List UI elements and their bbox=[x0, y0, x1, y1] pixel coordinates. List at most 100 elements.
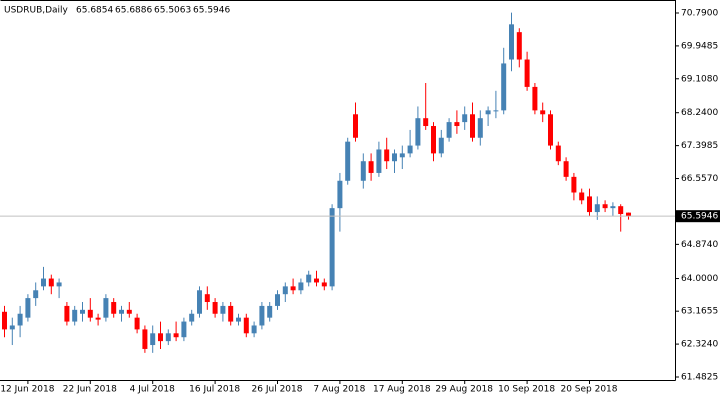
candle-body bbox=[56, 282, 62, 287]
candle-body bbox=[165, 333, 171, 342]
candle-body bbox=[251, 325, 257, 334]
candle-body bbox=[41, 278, 46, 287]
candle-body bbox=[80, 309, 85, 314]
candle-body bbox=[524, 59, 530, 87]
y-tick-label: 66.5570 bbox=[681, 174, 718, 184]
candle-body bbox=[563, 161, 569, 177]
candle-body bbox=[119, 309, 124, 314]
x-tick-label: 20 Sep 2018 bbox=[560, 385, 617, 395]
candle-body bbox=[602, 204, 608, 209]
candle-body bbox=[438, 137, 444, 154]
candle-body bbox=[48, 278, 54, 287]
candle-body bbox=[220, 305, 226, 314]
candle-body bbox=[189, 313, 195, 322]
x-tick-label: 4 Jul 2018 bbox=[130, 385, 175, 395]
candle-body bbox=[212, 302, 218, 314]
candle-body bbox=[111, 302, 117, 314]
candle-body bbox=[181, 321, 187, 338]
y-tick-label: 61.4825 bbox=[681, 373, 718, 383]
candle-body bbox=[197, 290, 202, 314]
y-tick-label: 67.3985 bbox=[681, 141, 718, 151]
candle-body bbox=[368, 161, 374, 173]
x-tick-label: 16 Jul 2018 bbox=[189, 385, 240, 395]
candle-body bbox=[337, 180, 343, 209]
candle-body bbox=[587, 196, 592, 213]
candle-body bbox=[236, 317, 241, 322]
candle-body bbox=[399, 153, 405, 158]
candle-body bbox=[126, 309, 132, 314]
candle-body bbox=[204, 294, 210, 303]
candle-body bbox=[228, 305, 234, 322]
chart-title: USDRUB,Daily bbox=[4, 6, 69, 16]
candle-body bbox=[306, 274, 312, 283]
price-tag bbox=[676, 210, 720, 223]
candle-body bbox=[25, 298, 31, 318]
candle-body bbox=[376, 149, 382, 173]
candle-body bbox=[477, 118, 483, 138]
candle-body bbox=[571, 176, 577, 193]
candle-body bbox=[462, 114, 468, 123]
candle-body bbox=[446, 122, 452, 138]
candle-body bbox=[493, 110, 499, 112]
candle-body bbox=[555, 145, 561, 162]
x-tick-label: 10 Sep 2018 bbox=[498, 385, 555, 395]
x-tick-label: 7 Aug 2018 bbox=[313, 385, 365, 395]
candle-body bbox=[345, 141, 351, 181]
y-tick-label: 70.7900 bbox=[681, 8, 718, 18]
candle-body bbox=[618, 206, 624, 215]
candle-body bbox=[509, 24, 514, 60]
candle-body bbox=[290, 286, 296, 291]
candle-body bbox=[579, 192, 585, 201]
candle-body bbox=[314, 278, 319, 283]
candle-body bbox=[353, 114, 358, 138]
candle-body bbox=[532, 86, 538, 111]
candle-body bbox=[158, 333, 163, 342]
candle-body bbox=[87, 309, 93, 318]
x-tick-label: 26 Jul 2018 bbox=[252, 385, 303, 395]
candle-body bbox=[134, 317, 140, 330]
candle-body bbox=[150, 333, 156, 346]
candle-body bbox=[321, 282, 327, 287]
candle-body bbox=[392, 153, 397, 162]
candle-body bbox=[470, 114, 475, 138]
y-tick-label: 63.1655 bbox=[681, 307, 718, 317]
x-tick-label: 22 Jun 2018 bbox=[63, 385, 117, 395]
y-tick-label: 69.1080 bbox=[681, 74, 718, 84]
candle-body bbox=[540, 110, 546, 115]
price-label: 65.5946 bbox=[681, 212, 718, 222]
candle-body bbox=[282, 286, 288, 295]
header-high: 65.6886 bbox=[115, 6, 152, 16]
candle-body bbox=[485, 110, 491, 115]
candle-body bbox=[9, 325, 15, 330]
header-low: 65.5063 bbox=[154, 6, 191, 16]
candle-body bbox=[384, 149, 390, 162]
candle-body bbox=[626, 212, 631, 217]
header-close: 65.5946 bbox=[193, 6, 230, 16]
candle-body bbox=[298, 282, 304, 291]
header-open: 65.6854 bbox=[76, 6, 113, 16]
candle-body bbox=[407, 145, 413, 154]
candle-body bbox=[415, 118, 421, 146]
x-tick-label: 29 Aug 2018 bbox=[435, 385, 493, 395]
candle-body bbox=[501, 63, 507, 111]
candle-body bbox=[2, 311, 7, 330]
candle-body bbox=[33, 290, 39, 299]
candle-body bbox=[431, 126, 436, 154]
candle-body bbox=[360, 161, 366, 181]
candle-body bbox=[95, 317, 101, 320]
candle-body bbox=[329, 208, 335, 287]
candle-body bbox=[173, 333, 179, 338]
y-tick-label: 62.3240 bbox=[681, 340, 718, 350]
candle-body bbox=[610, 206, 616, 209]
candle-body bbox=[103, 298, 109, 318]
candle-body bbox=[516, 32, 522, 60]
plot bbox=[2, 12, 631, 353]
candle-body bbox=[72, 309, 78, 322]
candle-body bbox=[259, 305, 265, 326]
candle-body bbox=[17, 313, 23, 326]
y-tick-label: 69.9485 bbox=[681, 41, 718, 51]
candle-body bbox=[454, 122, 460, 127]
y-tick-label: 68.2400 bbox=[681, 108, 718, 118]
